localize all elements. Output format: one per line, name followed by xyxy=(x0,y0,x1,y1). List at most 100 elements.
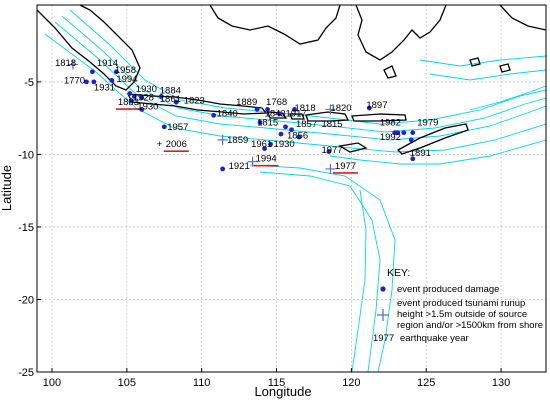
buton-coast xyxy=(383,65,397,79)
year-label: 1843 xyxy=(265,109,286,120)
legend-damage-text: event produced damage xyxy=(397,284,499,295)
axis-ticks: 100 105 110 115 120 125 130 -5 -10 -15 -20 -25 xyxy=(18,77,510,389)
year-label: 1883 xyxy=(118,97,139,108)
damage-point xyxy=(127,91,133,96)
damage-point xyxy=(366,105,372,111)
year-label: 1840 xyxy=(217,109,238,120)
damage-point xyxy=(278,131,284,137)
damage-point xyxy=(296,134,302,140)
y-tick-label: -20 xyxy=(18,294,34,306)
damage-point xyxy=(289,127,294,133)
java-coast xyxy=(126,93,268,115)
damage-point xyxy=(173,99,179,105)
year-label: 1815 xyxy=(257,117,278,128)
legend-runup-text-3: region and/or >1500km from shore xyxy=(397,320,543,331)
damage-point xyxy=(91,79,97,85)
damage-point xyxy=(408,137,414,143)
damage-points xyxy=(84,69,416,172)
year-label: 1982 xyxy=(380,117,401,128)
year-label: 1815 xyxy=(321,119,342,130)
banda-islands xyxy=(469,57,511,73)
damage-point xyxy=(395,130,401,136)
year-label: 1857 xyxy=(296,119,317,130)
damage-point xyxy=(220,166,226,172)
damage-point xyxy=(268,141,273,147)
year-label: 1861 xyxy=(160,94,181,105)
runup-points xyxy=(67,59,336,174)
sumatra-coast xyxy=(37,5,141,91)
bali-lombok-coast xyxy=(267,111,305,120)
damage-point xyxy=(410,156,416,162)
year-label: 1914 xyxy=(97,58,118,69)
runup-point xyxy=(325,163,336,174)
x-tick-label: 130 xyxy=(492,377,510,389)
year-label: 1994 xyxy=(256,154,277,165)
year-label: 1770 xyxy=(64,75,85,86)
runup-point xyxy=(217,134,228,145)
damage-point xyxy=(292,107,297,112)
legend-runup-marker xyxy=(377,309,389,321)
x-axis-label: Longitude xyxy=(254,384,311,399)
damage-point xyxy=(113,69,119,75)
year-label: 1930 xyxy=(137,101,158,112)
damage-point xyxy=(283,124,288,130)
plot-frame xyxy=(36,4,547,373)
damage-point xyxy=(84,79,89,85)
damage-point xyxy=(131,93,137,99)
y-axis-label: Latitude xyxy=(0,165,14,211)
year-label: 1891 xyxy=(410,148,431,159)
y-tick-label: -25 xyxy=(18,367,34,379)
year-label: 1992 xyxy=(380,132,401,143)
runup-point xyxy=(325,104,336,115)
borneo-coast xyxy=(209,5,341,45)
legend: KEY: event produced damage event produce… xyxy=(373,267,543,344)
year-label: 1928 xyxy=(133,93,154,104)
year-label: 1818 xyxy=(55,58,76,69)
year-label: 1958 xyxy=(115,65,136,76)
year-label: 1768 xyxy=(266,97,287,108)
coastlines xyxy=(37,5,546,155)
x-tick-label: 100 xyxy=(43,377,61,389)
year-label: 1930 xyxy=(274,139,295,150)
new-guinea-coast xyxy=(499,5,546,31)
x-tick-label: 110 xyxy=(193,377,211,389)
year-label: 1917 xyxy=(286,109,307,120)
damage-point xyxy=(257,120,263,125)
year-label: 1884 xyxy=(160,85,181,96)
damage-point xyxy=(109,78,115,83)
damage-point xyxy=(139,95,145,101)
damage-point xyxy=(128,98,134,104)
sumba-coast xyxy=(338,142,368,153)
year-label-plus: + xyxy=(157,139,163,150)
x-tick-label: 105 xyxy=(118,377,136,389)
legend-title: KEY: xyxy=(387,267,410,279)
timor-coast xyxy=(396,123,469,155)
year-label: 1818 xyxy=(294,103,315,114)
damage-point xyxy=(277,111,282,117)
damage-point xyxy=(262,146,267,152)
sulawesi-coast xyxy=(355,5,447,61)
x-tick-label: 120 xyxy=(342,377,360,389)
year-label: 1823 xyxy=(184,96,205,107)
year-label: 1820 xyxy=(330,103,351,114)
y-tick-label: -5 xyxy=(24,77,34,89)
legend-runup-text-1: event produced tsunami runup xyxy=(397,298,525,309)
year-label: 1961 xyxy=(251,139,272,150)
year-label: 2006 xyxy=(166,139,187,150)
year-label: 1977 xyxy=(321,145,342,156)
legend-year-sample: 1977 xyxy=(373,333,394,344)
year-label: 1957 xyxy=(167,122,188,133)
x-tick-label: 125 xyxy=(417,377,435,389)
year-label: 1994 xyxy=(116,74,137,85)
legend-runup-text-2: height >1.5m outside of source xyxy=(397,309,527,320)
year-label: 1930 xyxy=(136,84,157,95)
y-tick-label: -15 xyxy=(18,222,34,234)
year-label: 1921 xyxy=(229,161,250,172)
damage-point xyxy=(265,107,270,112)
legend-damage-marker xyxy=(380,286,386,292)
legend-year-text: earthquake year xyxy=(400,333,469,344)
damage-point xyxy=(401,130,407,136)
damage-point xyxy=(89,69,95,75)
